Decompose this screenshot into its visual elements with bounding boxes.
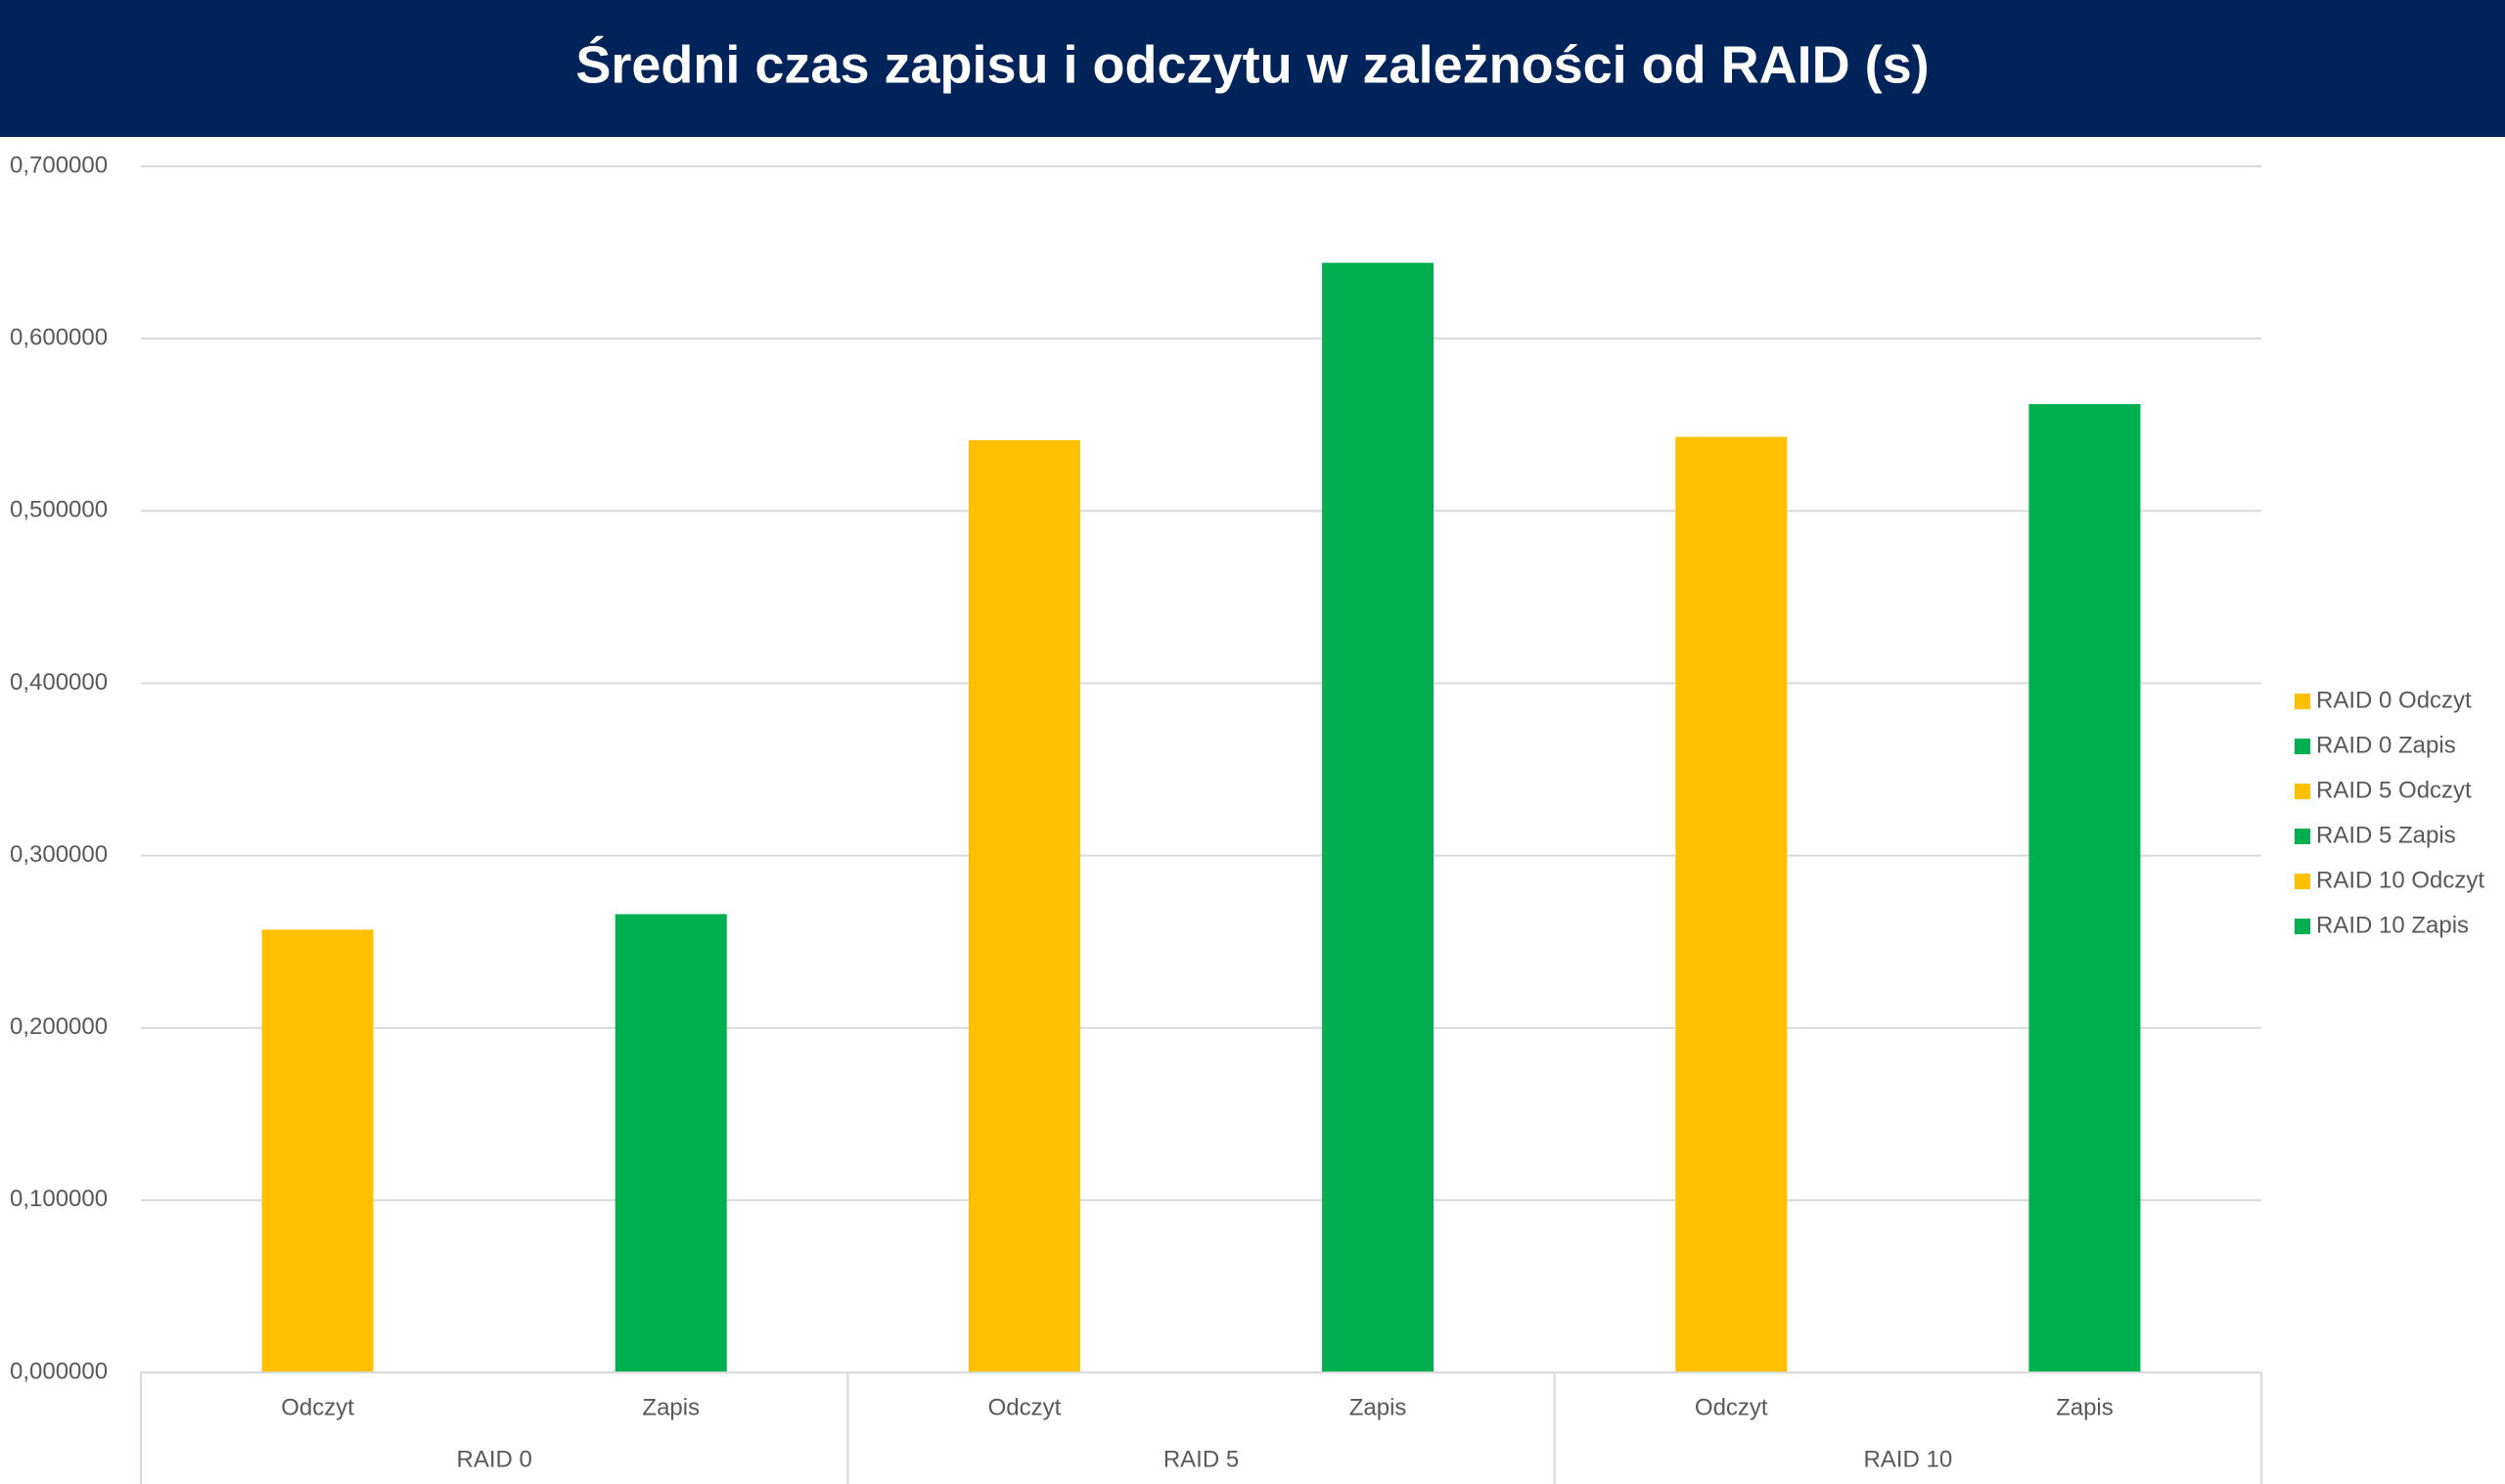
legend-swatch — [2295, 739, 2310, 754]
title-bar — [0, 0, 2505, 137]
bar — [968, 440, 1080, 1372]
chart-title: Średni czas zapisu i odczytu w zależnośc… — [575, 35, 1929, 94]
legend-label: RAID 0 Odczyt — [2316, 687, 2472, 713]
bar — [1675, 436, 1788, 1372]
x-tick-label: Zapis — [2056, 1394, 2114, 1420]
x-tick-label: Zapis — [642, 1394, 700, 1420]
y-tick-label: 0,400000 — [10, 669, 108, 696]
x-tick-label: Odczyt — [281, 1394, 354, 1420]
bar — [261, 929, 374, 1372]
y-tick-label: 0,700000 — [10, 152, 108, 178]
legend-label: RAID 0 Zapis — [2316, 732, 2456, 758]
x-tick-label: Odczyt — [988, 1394, 1062, 1420]
legend-label: RAID 10 Odczyt — [2316, 867, 2484, 893]
x-tick-label: Zapis — [1349, 1394, 1407, 1420]
bar — [1322, 262, 1435, 1372]
y-tick-label: 0,300000 — [10, 841, 108, 868]
x-tick-label: Odczyt — [1695, 1394, 1768, 1420]
bar — [2028, 404, 2141, 1372]
legend-swatch — [2295, 784, 2310, 799]
y-tick-label: 0,100000 — [10, 1186, 108, 1212]
group-label: RAID 0 — [456, 1446, 531, 1472]
group-label: RAID 5 — [1163, 1446, 1239, 1472]
legend-label: RAID 10 Zapis — [2316, 912, 2469, 938]
legend-swatch — [2295, 829, 2310, 844]
group-label: RAID 10 — [1863, 1446, 1952, 1472]
legend-label: RAID 5 Odczyt — [2316, 777, 2472, 803]
legend-swatch — [2295, 919, 2310, 934]
y-tick-label: 0,600000 — [10, 324, 108, 350]
bar — [615, 914, 727, 1372]
y-tick-label: 0,500000 — [10, 497, 108, 523]
y-tick-label: 0,200000 — [10, 1013, 108, 1040]
legend-label: RAID 5 Zapis — [2316, 822, 2456, 848]
legend-swatch — [2295, 874, 2310, 889]
y-tick-label: 0,000000 — [10, 1358, 108, 1384]
legend-swatch — [2295, 694, 2310, 709]
